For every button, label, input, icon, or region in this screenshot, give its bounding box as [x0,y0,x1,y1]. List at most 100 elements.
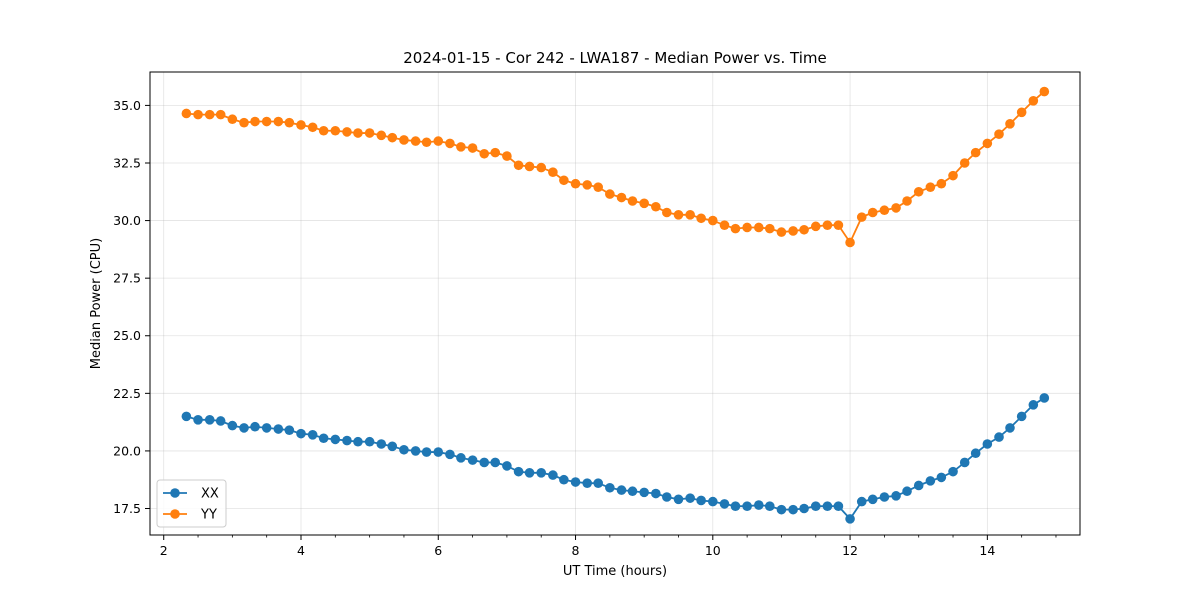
data-point-yy [399,135,409,145]
data-point-xx [764,501,775,512]
data-point-xx [433,447,444,457]
data-point-yy [387,132,398,143]
data-point-xx [239,423,249,433]
data-point-yy [708,215,718,226]
data-point-yy [799,224,809,235]
data-point-xx [959,457,970,468]
data-point-yy [330,125,341,136]
data-point-xx [193,415,203,425]
data-point-yy [867,207,878,218]
data-point-yy [445,138,455,149]
data-point-yy [662,207,672,218]
series-yy [181,86,1050,248]
data-point-yy [536,162,547,173]
data-point-xx [1016,411,1027,422]
data-point-xx [925,476,936,486]
legend-item-yy: YY [163,508,217,523]
data-point-xx [353,436,363,447]
data-point-yy [948,170,958,181]
data-point-xx [982,439,993,449]
x-tick-label: 14 [979,543,995,558]
data-point-xx [616,485,627,495]
data-point-xx [227,420,238,431]
data-point-yy [994,129,1004,139]
data-point-xx [879,492,890,502]
data-point-xx [593,478,603,488]
legend-item-xx: XX [163,487,219,502]
data-point-xx [399,444,409,455]
data-point-xx [582,478,593,488]
data-point-yy [433,136,444,146]
legend-marker [170,488,180,498]
data-point-xx [753,500,764,510]
data-point-xx [810,501,821,512]
chart-title: 2024-01-15 - Cor 242 - LWA187 - Median P… [403,49,827,67]
legend-label: YY [200,508,217,523]
data-point-xx [330,434,341,445]
data-point-xx [364,436,375,447]
legend-marker [170,509,180,519]
data-point-xx [1028,400,1039,410]
data-point-xx [548,470,558,480]
data-point-yy [730,223,741,234]
data-point-xx [970,448,981,459]
x-tick-label: 6 [434,543,442,558]
grid [150,72,1080,535]
y-tick-label: 25.0 [113,328,141,343]
data-point-yy [764,223,775,234]
data-point-yy [627,196,638,206]
data-point-yy [181,108,192,119]
data-point-yy [364,128,375,138]
data-point-yy [788,226,798,236]
data-point-xx [421,447,432,457]
x-tick-label: 8 [572,543,580,558]
data-point-yy [959,158,970,168]
data-point-yy [913,186,924,197]
data-point-yy [227,114,238,125]
data-point-xx [627,486,638,497]
data-point-yy [582,180,593,190]
data-point-yy [753,222,764,233]
data-point-yy [856,212,867,222]
data-point-xx [833,501,844,512]
data-point-xx [788,504,798,515]
data-point-yy [742,222,752,233]
data-point-xx [445,449,455,460]
plot-area-frame [149,71,1081,536]
data-point-xx [456,453,466,463]
data-point-yy [479,148,490,159]
data-point-yy [376,130,387,141]
data-point-xx [948,466,958,477]
data-point-xx [410,446,421,456]
data-point-yy [261,116,272,127]
data-point-yy [719,220,730,230]
data-point-xx [376,439,387,449]
data-point-xx [742,501,752,512]
data-point-yy [204,109,215,120]
data-point-yy [833,220,844,230]
data-point-xx [605,482,615,493]
data-point-yy [193,109,203,120]
y-tick-label: 30.0 [113,213,141,228]
data-point-xx [639,487,649,498]
series-line-yy [186,90,1045,245]
y-tick-label: 27.5 [113,271,141,286]
data-point-xx [318,433,329,444]
data-point-yy [810,221,821,232]
y-tick-label: 22.5 [113,386,141,401]
data-point-yy [250,116,260,127]
data-point-xx [296,428,306,439]
x-axis-label: UT Time (hours) [563,564,667,579]
data-point-xx [204,415,215,425]
data-point-yy [296,120,306,130]
data-point-yy [639,198,649,209]
data-point-xx [524,468,535,478]
data-point-yy [593,182,603,192]
data-point-xx [513,466,524,477]
data-point-yy [1016,107,1027,118]
x-tick-label: 2 [160,543,168,558]
data-point-yy [696,213,706,224]
data-point-yy [284,117,295,128]
data-point-xx [994,432,1004,442]
